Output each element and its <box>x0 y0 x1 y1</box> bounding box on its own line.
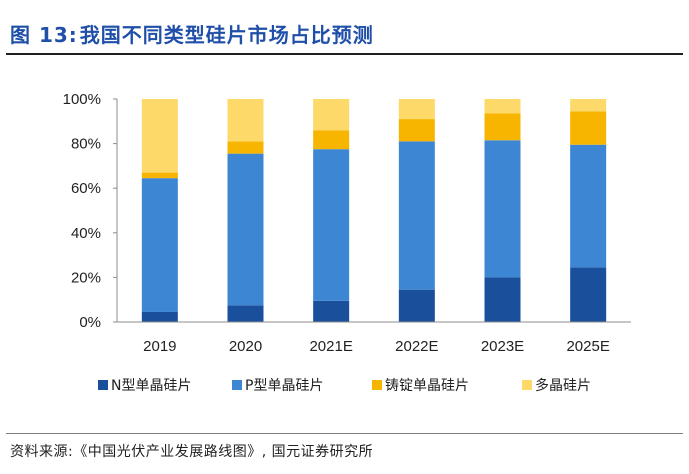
bar-segment <box>227 99 264 142</box>
bar-segment <box>313 99 350 131</box>
bar-segment <box>398 289 435 322</box>
y-tick-label: 40% <box>71 225 101 242</box>
legend-swatch <box>372 380 382 390</box>
bar-segment <box>398 99 435 120</box>
legend-label: N型单晶硅片 <box>111 378 191 394</box>
bar-segment <box>313 300 350 322</box>
title-divider <box>6 53 683 55</box>
bar-segment <box>398 141 435 290</box>
bar-segment <box>141 99 178 173</box>
figure-title-text: 我国不同类型硅片市场占比预测 <box>79 22 374 47</box>
source-note: 资料来源:《中国光伏产业发展路线图》, 国元证券研究所 <box>10 444 374 460</box>
legend-label: 多晶硅片 <box>535 377 591 394</box>
bar-segment <box>570 111 607 145</box>
legend-label: 铸锭单晶硅片 <box>385 378 469 394</box>
bar-segment <box>141 311 178 322</box>
bar-segment <box>398 119 435 142</box>
bar-segment <box>570 267 607 322</box>
bar-segment <box>227 305 264 322</box>
x-tick-label: 2019 <box>143 338 176 355</box>
legend-label: P型单晶硅片 <box>245 378 323 394</box>
bar-segment <box>227 141 264 154</box>
bar-segment <box>484 140 521 278</box>
source-divider <box>6 433 683 434</box>
x-tick-label: 2022E <box>395 338 438 355</box>
bar-segment <box>484 113 521 141</box>
bar-segment <box>313 149 350 301</box>
legend-swatch <box>98 380 108 390</box>
bar-segment <box>313 130 350 150</box>
legend-swatch <box>232 380 242 390</box>
y-tick-label: 20% <box>71 269 101 286</box>
figure-title: 图 13: 我国不同类型硅片市场占比预测 <box>10 18 374 48</box>
bar-segment <box>570 99 607 112</box>
figure-label: 图 13: <box>10 22 78 47</box>
y-tick-label: 60% <box>71 180 101 197</box>
y-tick-label: 0% <box>79 314 101 331</box>
x-tick-label: 2020 <box>229 338 262 355</box>
bar-segment <box>484 99 521 114</box>
bar-segment <box>141 172 178 179</box>
bar-segment <box>227 153 264 306</box>
x-tick-label: 2025E <box>566 338 609 355</box>
bar-segment <box>570 144 607 268</box>
legend-swatch <box>522 380 532 390</box>
bar-segment <box>484 277 521 322</box>
y-tick-label: 100% <box>63 91 101 108</box>
x-tick-label: 2021E <box>309 338 352 355</box>
x-tick-label: 2023E <box>481 338 524 355</box>
y-tick-label: 80% <box>71 136 101 153</box>
bar-segment <box>141 178 178 312</box>
